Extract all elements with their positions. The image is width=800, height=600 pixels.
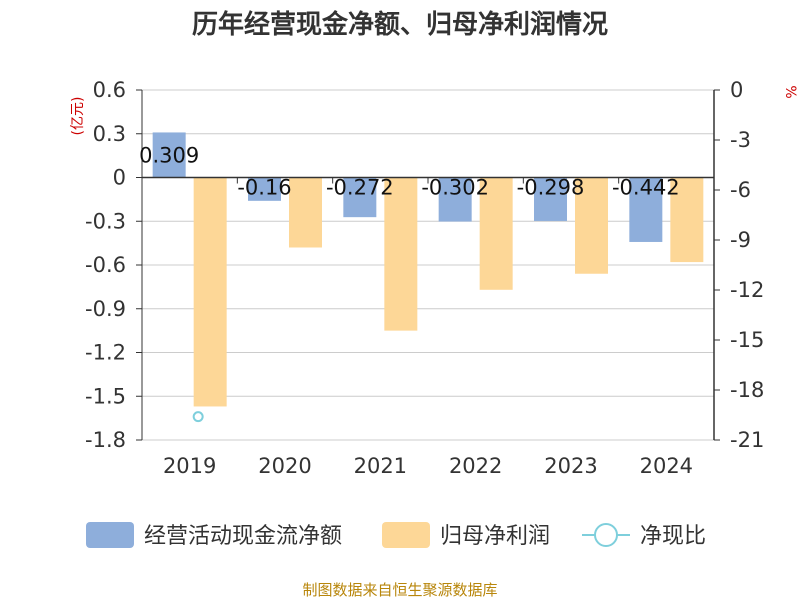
cash-flow-bar [534, 177, 567, 221]
legend-marker-ratio [594, 523, 618, 547]
net-profit-bar [575, 177, 608, 274]
ratio-point [192, 411, 204, 423]
legend-swatch-net-profit [382, 522, 430, 548]
left-tick-label: 0.3 [93, 122, 126, 146]
cash-flow-bar [248, 177, 281, 201]
cash-flow-bar [629, 177, 663, 242]
left-tick-label: -0.9 [85, 297, 126, 321]
right-tick-label: -21 [730, 428, 764, 452]
left-tick-label: -0.6 [85, 253, 126, 277]
cash-flow-data-label: -0.442 [612, 176, 680, 200]
right-tick-label: -15 [730, 328, 764, 352]
right-tick-label: 0 [730, 78, 743, 102]
left-tick-label: -1.5 [85, 384, 126, 408]
chart-title: 历年经营现金净额、归母净利润情况 [192, 9, 608, 40]
cash-flow-bar [343, 177, 377, 218]
x-tick-label: 2019 [163, 454, 216, 478]
x-tick-label: 2024 [640, 454, 693, 478]
cash-flow-data-label: -0.302 [421, 176, 489, 200]
net-profit-bar [479, 177, 513, 290]
net-profit-bar [384, 177, 418, 331]
x-tick-label: 2021 [354, 454, 407, 478]
x-tick-label: 2023 [544, 454, 597, 478]
right-tick-label: -12 [730, 278, 764, 302]
ratio-points [192, 411, 204, 423]
cash-flow-data-label: -0.272 [326, 176, 394, 200]
right-axis-unit: % [782, 85, 798, 98]
legend-label-net-profit: 归母净利润 [440, 524, 550, 549]
right-tick-label: -6 [730, 178, 751, 202]
cash-flow-data-label: 0.309 [139, 143, 199, 167]
right-tick-label: -18 [730, 378, 764, 402]
x-tick-label: 2022 [449, 454, 502, 478]
left-tick-label: 0.6 [93, 78, 126, 102]
tick-labels: 0.6 0.3 0 -0.3 -0.6 -0.9 -1.2 -1.5 -1.8 0 -3 -6 -9 -1… [85, 78, 764, 478]
left-tick-label: -1.2 [85, 341, 126, 365]
grid-lines [142, 89, 714, 441]
left-tick-label: 0 [113, 166, 126, 190]
cash-flow-bar [152, 132, 186, 178]
legend-swatch-cash-flow [86, 522, 134, 548]
net-profit-bar [670, 177, 704, 263]
net-profit-bar [193, 177, 227, 407]
left-axis-unit: (亿元) [70, 97, 86, 136]
axes [136, 89, 720, 441]
left-tick-label: -1.8 [85, 428, 126, 452]
source-note: 制图数据来自恒生聚源数据库 [302, 581, 497, 599]
bars [152, 132, 704, 407]
legend-label-cash-flow: 经营活动现金流净额 [144, 524, 342, 549]
right-tick-label: -3 [730, 128, 751, 152]
cash-flow-data-label: -0.16 [237, 176, 291, 200]
cash-flow-bar [438, 177, 472, 222]
cash-flow-data-label: -0.298 [517, 176, 585, 200]
right-tick-label: -9 [730, 228, 751, 252]
left-tick-label: -0.3 [85, 209, 126, 233]
legend-label-ratio: 净现比 [640, 524, 706, 549]
legend: 经营活动现金流净额 归母净利润 净现比 [86, 522, 706, 549]
net-profit-bar [289, 177, 322, 248]
data-labels: 0.309 -0.16 -0.272 -0.302 -0.298 -0.442 [139, 143, 680, 199]
x-tick-label: 2020 [258, 454, 311, 478]
